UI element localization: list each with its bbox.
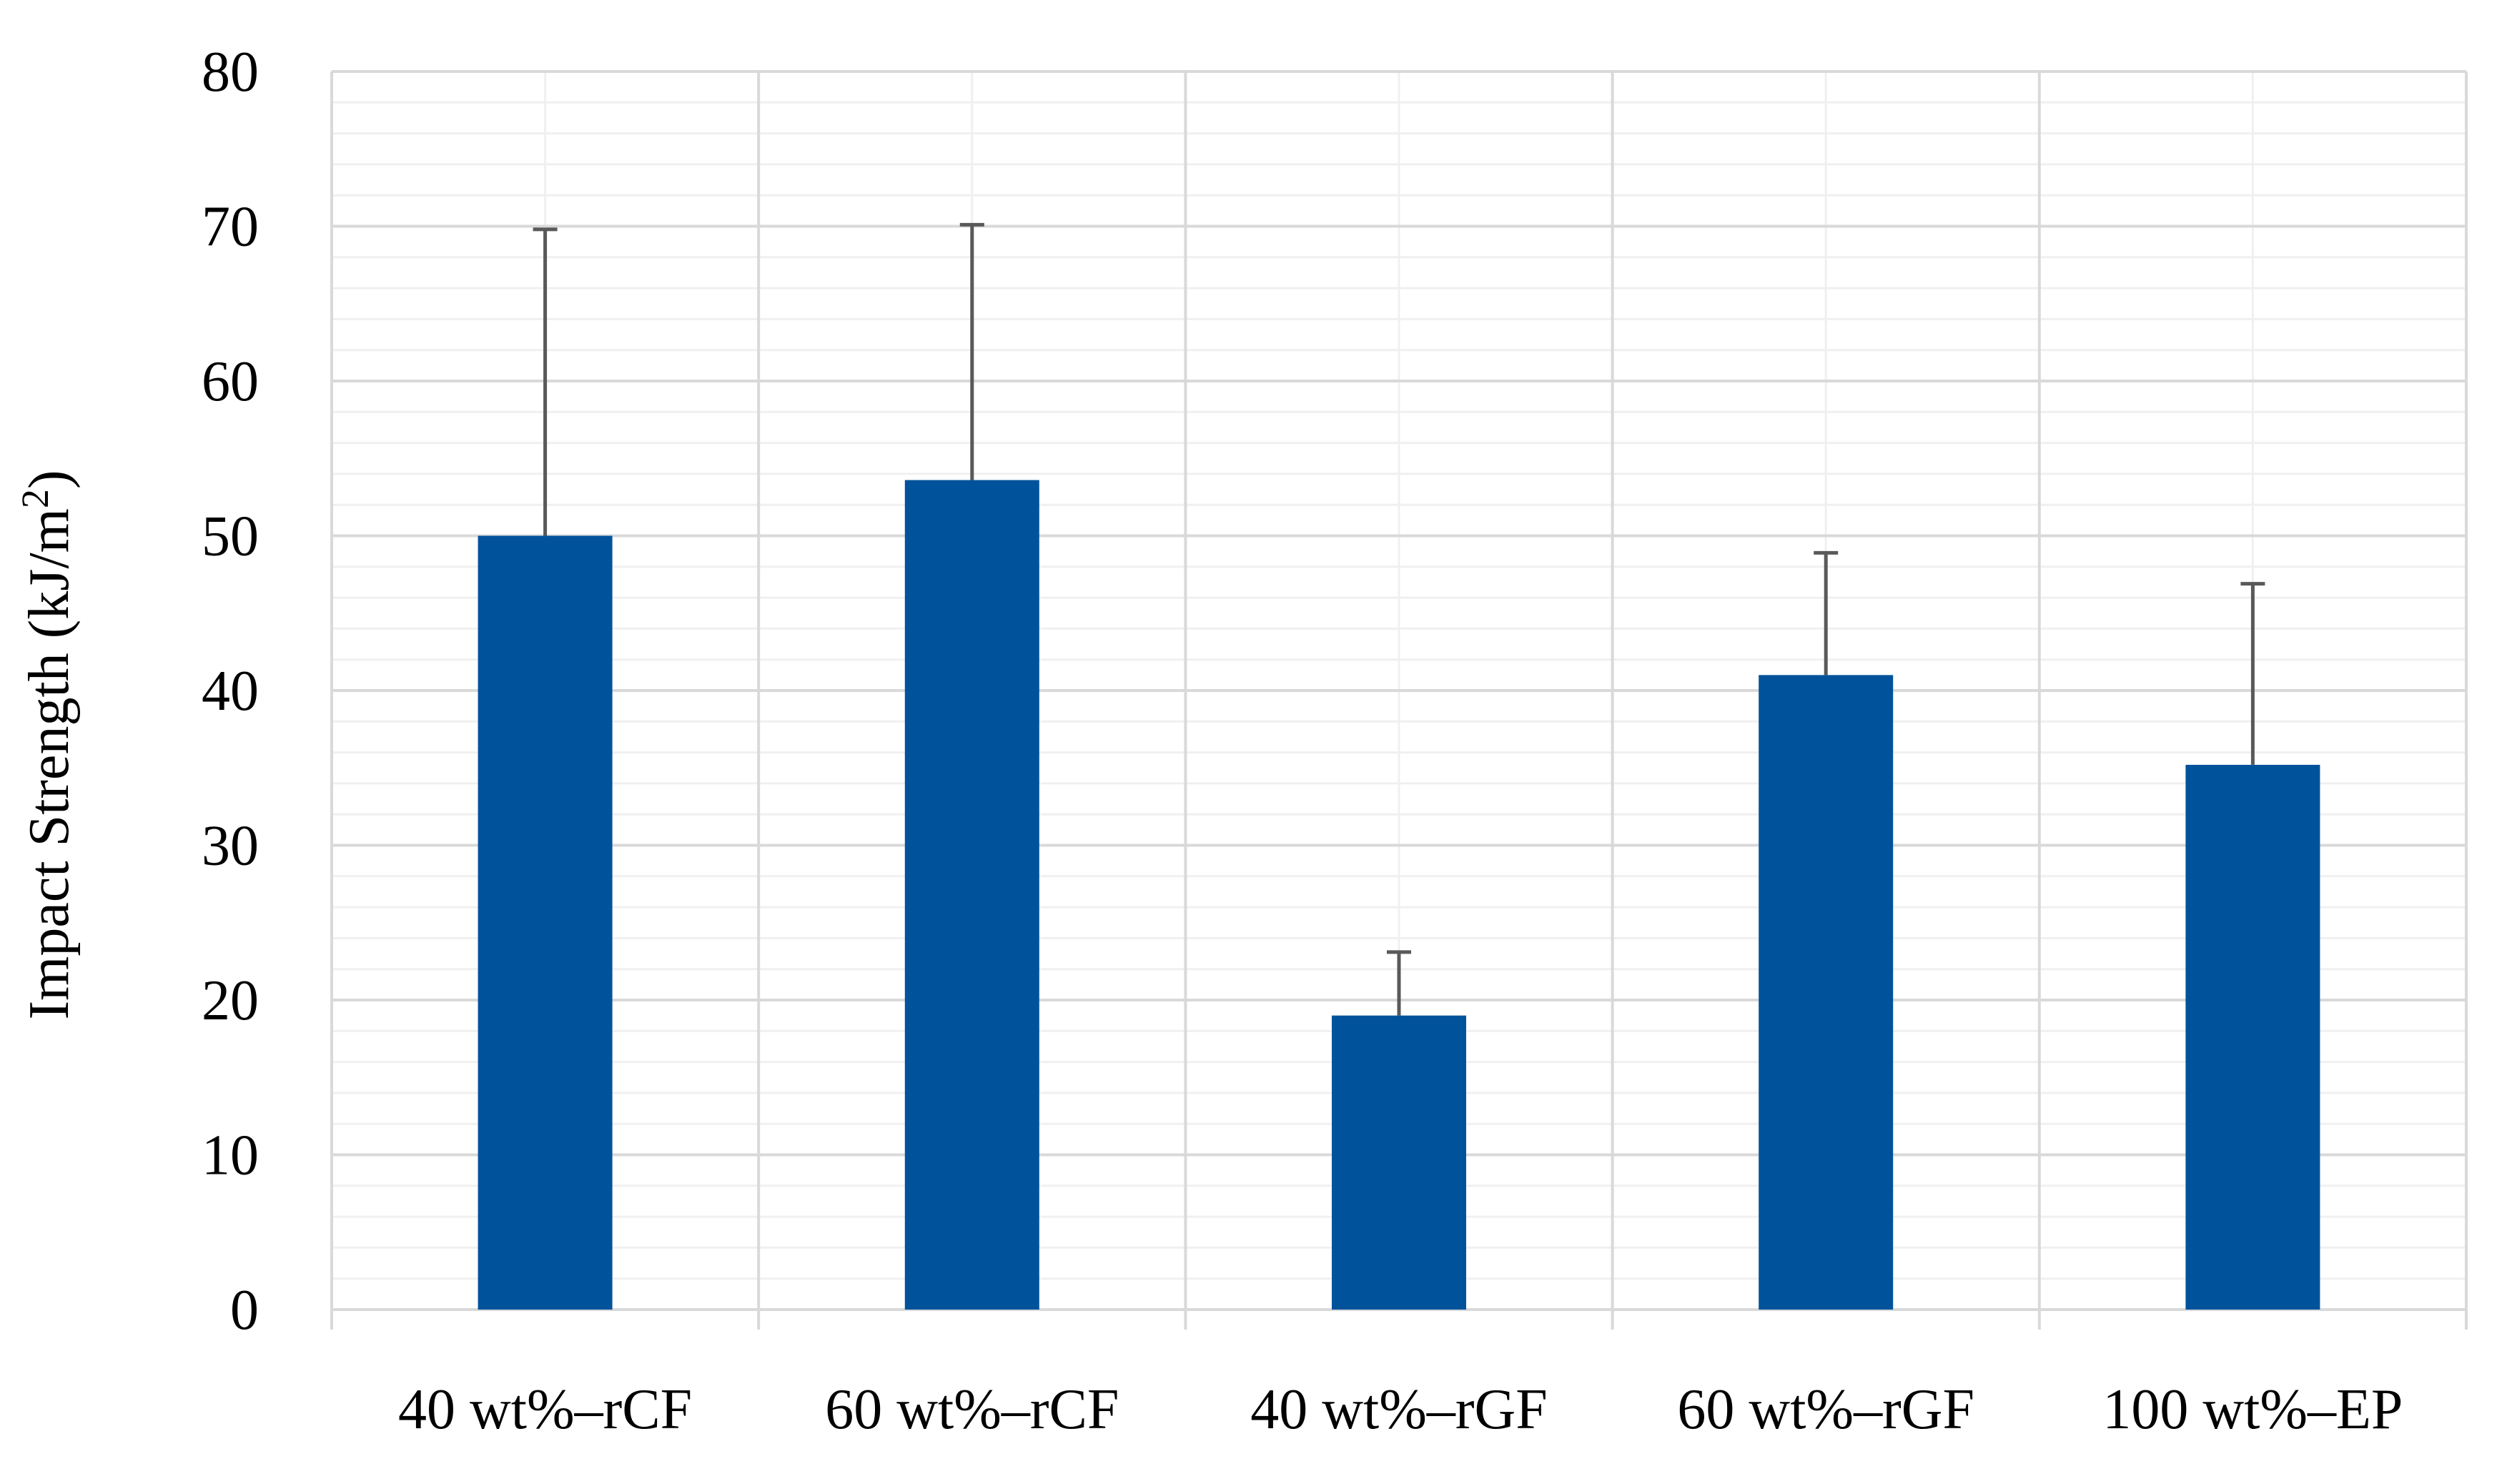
- major-gridlines: [332, 70, 2466, 1311]
- x-category-label: 100 wt%–EP: [2102, 1378, 2403, 1441]
- y-axis-tick-labels: 0 10 20 30 40 50 60 70 80: [202, 41, 259, 1342]
- bar: [2185, 764, 2320, 1310]
- y-tick-label: 10: [202, 1124, 259, 1187]
- y-tick-label: 40: [202, 660, 259, 723]
- y-tick-label: 50: [202, 505, 259, 568]
- bar-series: [478, 480, 2320, 1310]
- y-tick-label: 20: [202, 969, 259, 1032]
- y-axis-title: Impact Strength (kJ/m2): [14, 470, 81, 1019]
- bar: [1759, 675, 1894, 1310]
- y-tick-label: 30: [202, 815, 259, 878]
- minor-gridlines: [332, 71, 2466, 1310]
- x-axis-category-labels: 40 wt%–rCF 60 wt%–rCF 40 wt%–rGF 60 wt%–rGF…: [398, 1378, 2403, 1441]
- error-bars: [533, 222, 2265, 1016]
- y-tick-label: 70: [202, 196, 259, 259]
- y-tick-label: 0: [230, 1279, 259, 1342]
- x-category-label: 40 wt%–rCF: [398, 1378, 692, 1441]
- x-category-label: 60 wt%–rCF: [825, 1378, 1119, 1441]
- y-tick-label: 60: [202, 350, 259, 413]
- y-tick-label: 80: [202, 41, 259, 104]
- bar: [478, 535, 613, 1310]
- x-category-label: 40 wt%–rGF: [1250, 1378, 1548, 1441]
- bar: [1332, 1015, 1466, 1310]
- category-gridlines: [330, 71, 2468, 1330]
- x-category-label: 60 wt%–rGF: [1677, 1378, 1974, 1441]
- bar: [904, 480, 1039, 1310]
